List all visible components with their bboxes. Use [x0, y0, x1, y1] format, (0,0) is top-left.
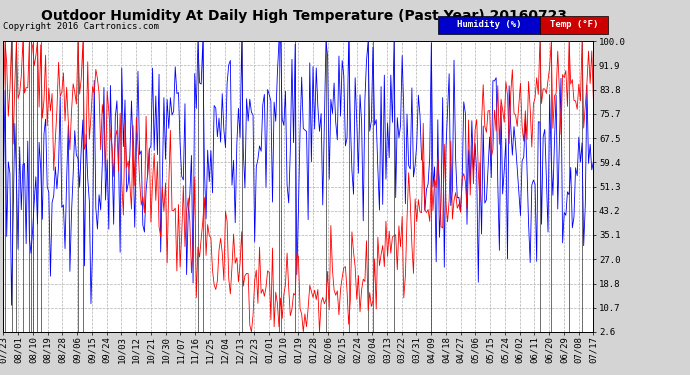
Text: Humidity (%): Humidity (%): [457, 20, 522, 29]
Text: Outdoor Humidity At Daily High Temperature (Past Year) 20160723: Outdoor Humidity At Daily High Temperatu…: [41, 9, 566, 23]
Text: Copyright 2016 Cartronics.com: Copyright 2016 Cartronics.com: [3, 22, 159, 31]
Text: Temp (°F): Temp (°F): [550, 20, 598, 29]
